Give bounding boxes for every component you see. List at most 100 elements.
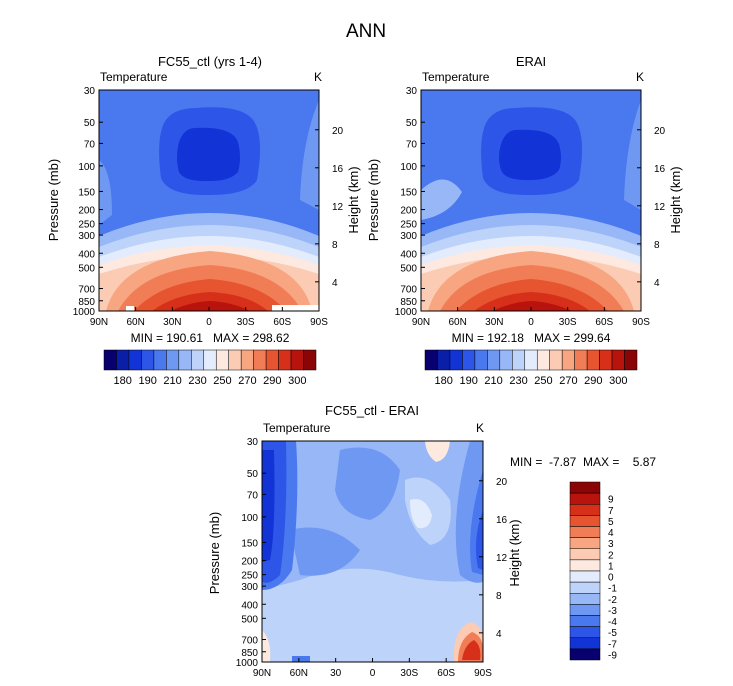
- panel-title: FC55_ctl - ERAI: [325, 403, 419, 418]
- y-tick-label: 250: [400, 220, 417, 231]
- colorbar-swatch: [569, 526, 601, 538]
- colorbar-swatch: [449, 349, 463, 371]
- colorbar-label: 2: [608, 550, 614, 561]
- colorbar-swatch: [462, 349, 476, 371]
- x-tick-label: 60N: [290, 668, 308, 679]
- y2-tick-label: 4: [332, 278, 338, 289]
- x-tick-label: 60S: [437, 668, 455, 679]
- colorbar-swatch: [265, 349, 279, 371]
- y-tick-label: 700: [78, 285, 95, 296]
- y-tick-label: 70: [406, 139, 418, 150]
- contour-band-pole-north: [421, 179, 462, 220]
- y-tick-label: 30: [406, 86, 418, 97]
- y-tick-label: 70: [84, 139, 96, 150]
- colorbar-swatch: [128, 349, 142, 371]
- colorbar-label: 210: [163, 375, 181, 387]
- y2-axis-label: Height (km): [507, 519, 522, 586]
- colorbar-swatch: [499, 349, 513, 371]
- colorbar-swatch: [290, 349, 304, 371]
- y-tick-label: 200: [400, 206, 417, 217]
- y2-tick-label: 12: [332, 202, 344, 213]
- contour-band-surface-north: [262, 630, 271, 662]
- y-axis-label: Pressure (mb): [207, 512, 222, 594]
- y-tick-label: 400: [241, 600, 258, 611]
- min-max-stats: MIN = 192.18 MAX = 299.64: [452, 331, 611, 345]
- contour-band-near-zero-2: [410, 499, 432, 529]
- colorbar-swatch: [569, 615, 601, 627]
- contour-field: [421, 90, 641, 311]
- y-tick-label: 500: [78, 263, 95, 274]
- colorbar-swatch: [569, 548, 601, 561]
- y-tick-label: 1000: [395, 307, 418, 318]
- y2-axis-label: Height (km): [668, 166, 683, 233]
- colorbar-label: -9: [608, 650, 617, 661]
- contour-band-tropics: [290, 527, 360, 576]
- y-tick-label: 100: [78, 162, 95, 173]
- x-tick-label: 0: [528, 317, 534, 328]
- colorbar-label: 9: [608, 495, 614, 506]
- colorbar-label: 230: [188, 375, 206, 387]
- y2-tick-label: 8: [332, 240, 338, 251]
- y-axis-label: Pressure (mb): [46, 159, 61, 241]
- x-tick-label: 30N: [163, 317, 181, 328]
- colorbar-swatch: [437, 349, 451, 371]
- colorbar-label: 300: [609, 375, 627, 387]
- colorbar-label: 300: [288, 375, 306, 387]
- contour-band-max: [170, 301, 250, 311]
- colorbar-swatch: [586, 349, 600, 371]
- x-tick-label: 90N: [412, 317, 430, 328]
- colorbar-label: 270: [559, 375, 577, 387]
- colorbar-label: 4: [608, 528, 614, 539]
- colorbar-swatch: [166, 349, 180, 371]
- colorbar-swatch: [141, 349, 155, 371]
- colorbar-swatch: [303, 349, 317, 371]
- y-tick-label: 850: [400, 297, 417, 308]
- colorbar-label: 7: [608, 506, 614, 517]
- y2-tick-label: 12: [496, 553, 508, 564]
- colorbar-label: 180: [435, 375, 453, 387]
- colorbar-swatch: [549, 349, 563, 371]
- colorbar-swatch: [569, 537, 601, 549]
- y2-tick-label: 12: [654, 202, 666, 213]
- x-tick-label: 60N: [448, 317, 466, 328]
- contour-field: [262, 441, 483, 662]
- panel-reanalysis: ERAI Temperature K 305070100150200250300…: [366, 54, 683, 387]
- colorbar-label: -7: [608, 639, 617, 650]
- y-tick-label: 400: [400, 249, 417, 260]
- colorbar-label: 0: [608, 573, 614, 584]
- x-tick-labels: 90N 60N 30N 0 30S 60S 90S: [90, 307, 328, 328]
- colorbar-swatch: [278, 349, 292, 371]
- y2-tick-label: 16: [332, 164, 344, 175]
- y-tick-label: 200: [241, 557, 258, 568]
- contour-band-south-pole-min: [475, 510, 483, 570]
- colorbar-label: 3: [608, 539, 614, 550]
- colorbar-swatch: [561, 349, 575, 371]
- y2-tick-label: 4: [654, 278, 660, 289]
- y2-tick-label: 16: [496, 515, 508, 526]
- colorbar-label: 210: [484, 375, 502, 387]
- colorbar-label: 180: [114, 375, 132, 387]
- colorbar-label: 250: [534, 375, 552, 387]
- y2-tick-label: 20: [654, 126, 666, 137]
- contour-band-pole-north: [99, 160, 112, 225]
- x-tick-label: 30N: [485, 317, 503, 328]
- colorbar-swatch: [178, 349, 192, 371]
- contour-band-surface-max: [462, 640, 481, 660]
- panel-model: FC55_ctl (yrs 1-4) Temperature K 30 50 70 1…: [46, 54, 361, 387]
- colorbar-label: -5: [608, 628, 617, 639]
- y-tick-label: 300: [241, 582, 258, 593]
- y2-tick-label: 20: [332, 126, 344, 137]
- colorbar-swatch: [215, 349, 229, 371]
- missing-data-patch: [126, 306, 134, 311]
- y-tick-label: 300: [78, 231, 95, 242]
- contour-band-upper-blob: [335, 447, 400, 520]
- y-tick-label: 700: [400, 285, 417, 296]
- x-tick-label: 30S: [400, 668, 418, 679]
- colorbar-swatch: [569, 504, 601, 516]
- x-tick-labels: 90N 60N 30N 0 30S 60S 90S: [412, 307, 650, 328]
- colorbar-swatch: [569, 570, 601, 583]
